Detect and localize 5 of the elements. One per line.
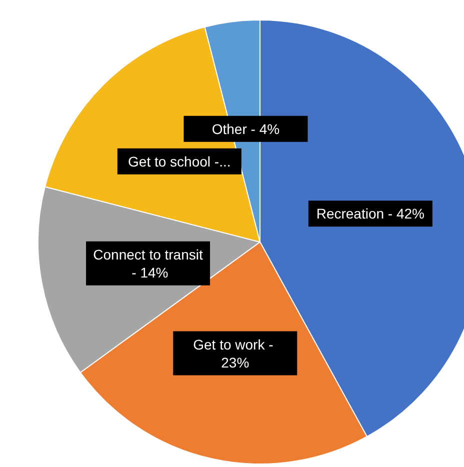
slice-label: Get to school -... <box>128 153 231 170</box>
slice-label: Recreation - 42% <box>316 206 425 222</box>
slice-label: Other - 4% <box>212 120 280 137</box>
slice-label: Connect to transit - 14% <box>93 246 203 280</box>
slice-label: Get to work - 23% <box>193 336 278 370</box>
